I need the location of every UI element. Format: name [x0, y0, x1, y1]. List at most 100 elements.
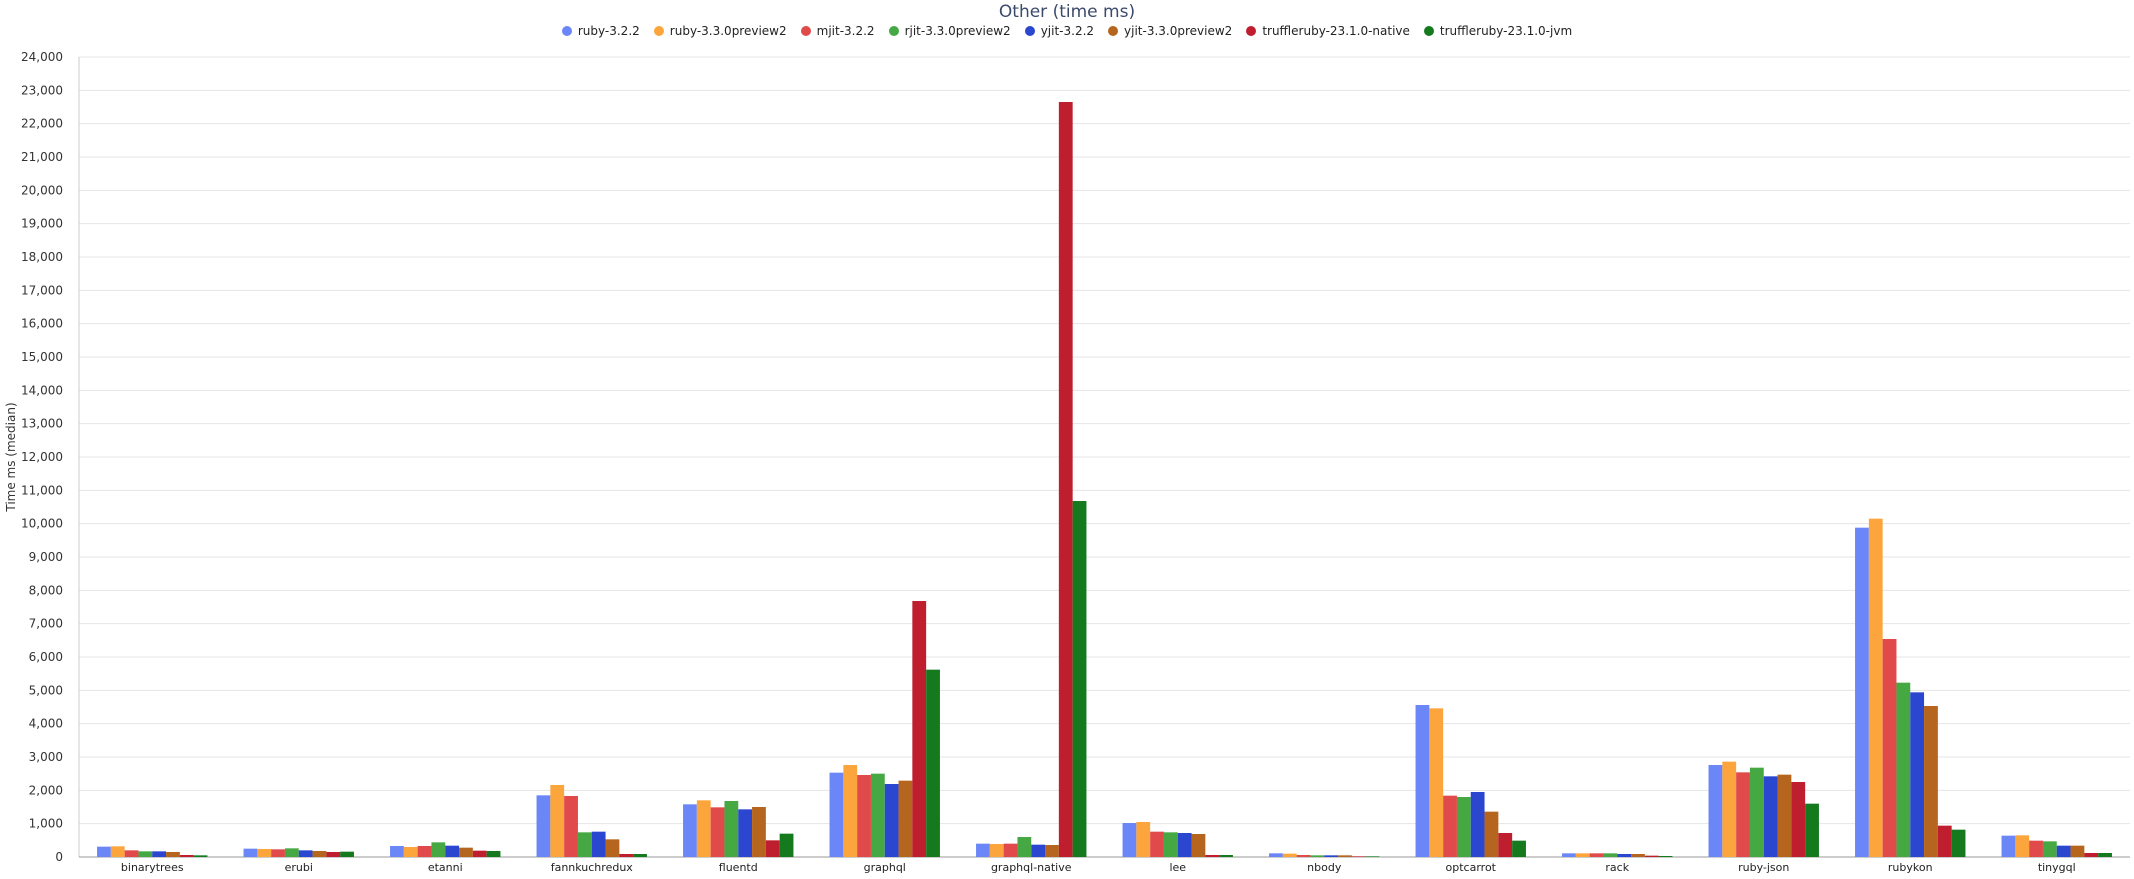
bar — [1484, 811, 1499, 857]
bar — [857, 775, 871, 857]
bar — [843, 765, 858, 857]
y-tick-label: 4,000 — [29, 717, 63, 731]
bar — [1498, 833, 1513, 857]
y-tick-label: 19,000 — [21, 217, 63, 231]
bar — [110, 846, 125, 857]
bar — [1072, 501, 1087, 857]
bar — [976, 843, 990, 857]
bar — [1589, 853, 1604, 857]
bar — [1058, 102, 1073, 857]
x-tick-label: nbody — [1307, 861, 1342, 874]
y-axis-label: Time ms (median) — [4, 402, 18, 512]
legend-marker-icon — [888, 26, 899, 36]
bar — [1456, 797, 1471, 857]
legend-label: ruby-3.2.2 — [577, 24, 640, 38]
legend-item[interactable]: ruby-3.3.0preview2 — [653, 24, 787, 38]
bar — [1882, 639, 1897, 857]
bar — [591, 831, 606, 857]
y-tick-label: 15,000 — [21, 350, 63, 364]
bar — [1937, 825, 1952, 857]
bar — [1777, 774, 1792, 857]
x-tick-label: etanni — [428, 861, 463, 874]
bar — [633, 854, 647, 857]
bar — [1868, 518, 1883, 857]
bar — [124, 850, 139, 857]
bar — [884, 784, 899, 857]
y-tick-label: 22,000 — [21, 117, 63, 131]
y-tick-label: 23,000 — [21, 83, 63, 97]
legend-item[interactable]: rjit-3.3.0preview2 — [888, 24, 1011, 38]
legend-item[interactable]: yjit-3.3.0preview2 — [1108, 24, 1232, 38]
bar — [1045, 845, 1059, 857]
bar — [1855, 527, 1869, 857]
y-tick-label: 11,000 — [21, 483, 63, 497]
bar — [2001, 835, 2016, 857]
y-tick-label: 1,000 — [29, 817, 63, 831]
legend-label: yjit-3.2.2 — [1040, 24, 1095, 38]
y-tick-label: 20,000 — [21, 183, 63, 197]
bar — [536, 795, 551, 857]
bar — [1722, 761, 1737, 857]
bar — [550, 785, 565, 857]
bar — [1736, 772, 1750, 857]
bar — [193, 855, 208, 857]
bar — [1136, 822, 1151, 857]
bar — [166, 852, 180, 857]
x-tick-label: lee — [1169, 861, 1186, 874]
legend-item[interactable]: yjit-3.2.2 — [1024, 24, 1095, 38]
bar — [138, 851, 153, 857]
bar — [1003, 843, 1018, 857]
bar — [1031, 844, 1046, 857]
bar — [2056, 845, 2071, 857]
bar — [2084, 853, 2099, 857]
bar — [459, 847, 473, 857]
bar — [403, 847, 418, 857]
legend-label: yjit-3.3.0preview2 — [1124, 24, 1233, 38]
x-tick-label: optcarrot — [1446, 861, 1497, 874]
bar — [97, 846, 111, 857]
bar — [271, 849, 285, 857]
legend-marker-icon — [653, 26, 664, 36]
bar — [284, 848, 299, 857]
bar — [738, 809, 753, 857]
bar — [1708, 765, 1723, 857]
bar — [2029, 840, 2043, 857]
x-tick-label: tinygql — [2038, 861, 2076, 874]
bar — [605, 839, 620, 857]
bar — [1443, 795, 1457, 857]
legend-marker-icon — [1108, 26, 1119, 36]
bar — [564, 796, 578, 857]
bar — [1910, 692, 1925, 857]
legend-marker-icon — [1246, 26, 1257, 36]
bar — [752, 807, 766, 857]
legend-item[interactable]: truffleruby-23.1.0-native — [1246, 24, 1410, 38]
bar — [1324, 855, 1339, 857]
bar — [870, 773, 885, 857]
x-tick-label: rubykon — [1888, 861, 1933, 874]
bar — [417, 846, 432, 857]
bar — [1219, 855, 1233, 857]
legend-item[interactable]: truffleruby-23.1.0-jvm — [1423, 24, 1572, 38]
legend-label: ruby-3.3.0preview2 — [669, 24, 787, 38]
y-tick-label: 14,000 — [21, 383, 63, 397]
bar — [1644, 855, 1659, 857]
x-tick-label: fluentd — [719, 861, 758, 874]
bar — [779, 833, 794, 857]
legend-label: truffleruby-23.1.0-native — [1262, 24, 1410, 38]
legend-item[interactable]: mjit-3.2.2 — [800, 24, 875, 38]
bar — [1951, 829, 1966, 857]
bar — [1282, 853, 1297, 857]
bar — [486, 851, 501, 857]
bar — [577, 832, 592, 857]
bar — [1749, 767, 1764, 857]
y-tick-label: 24,000 — [21, 50, 63, 64]
bar — [1791, 782, 1806, 857]
legend-label: rjit-3.3.0preview2 — [904, 24, 1011, 38]
bar — [1512, 840, 1526, 857]
legend-item[interactable]: ruby-3.2.2 — [561, 24, 640, 38]
bar — [926, 669, 940, 857]
bar — [257, 849, 272, 857]
bar — [1191, 834, 1206, 857]
bar — [1603, 853, 1618, 857]
